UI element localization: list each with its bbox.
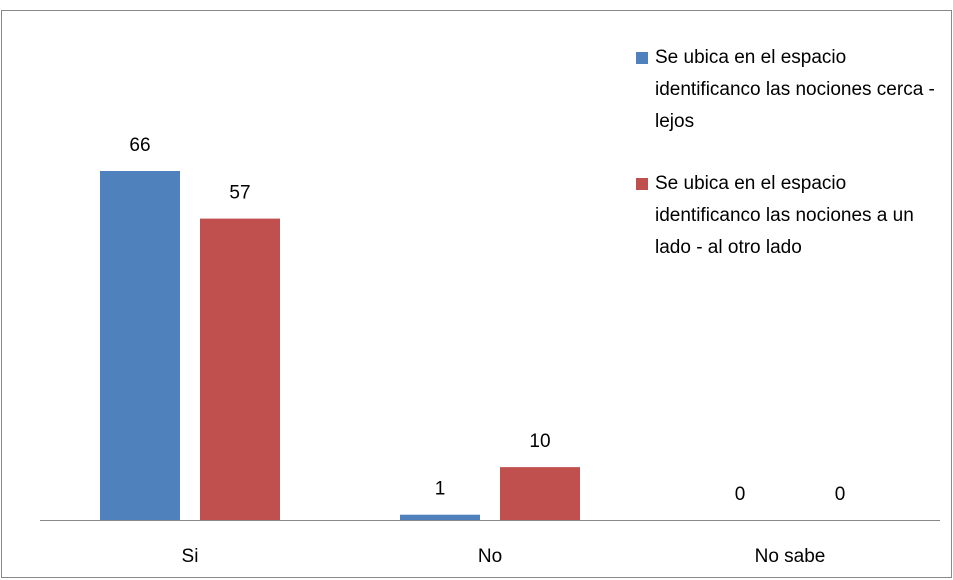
legend-swatch: [636, 178, 648, 190]
bar: [400, 514, 480, 520]
data-label: 0: [835, 484, 846, 505]
chart-frame: [1, 10, 952, 578]
bar: [500, 467, 580, 520]
data-label: 0: [735, 484, 746, 505]
bar: [100, 171, 180, 520]
x-tick-label: Si: [182, 546, 199, 567]
data-label: 10: [529, 431, 550, 452]
legend-item: Se ubica en el espacio identificanco las…: [636, 168, 946, 264]
legend-swatch: [636, 52, 648, 64]
x-tick-label: No sabe: [755, 546, 826, 567]
bar: [200, 218, 280, 520]
data-label: 66: [129, 135, 150, 156]
legend-label: Se ubica en el espacio identificanco las…: [655, 173, 914, 258]
data-label: 57: [229, 183, 250, 204]
x-tick-label: No: [478, 546, 502, 567]
data-label: 1: [435, 479, 446, 500]
legend-item: Se ubica en el espacio identificanco las…: [636, 42, 946, 138]
legend-label: Se ubica en el espacio identificanco las…: [655, 47, 935, 132]
